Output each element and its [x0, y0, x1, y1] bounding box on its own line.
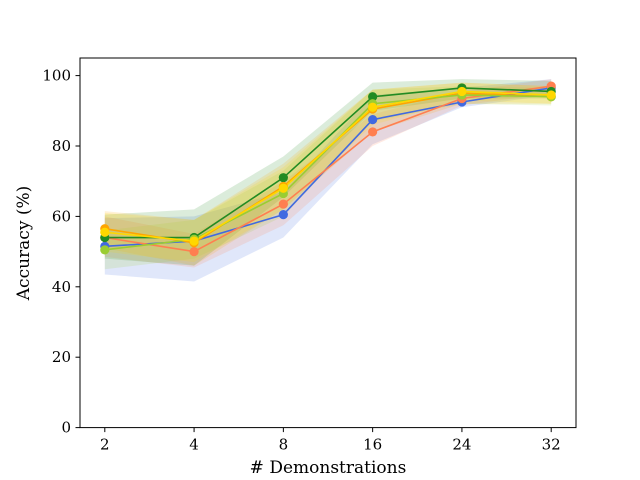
- point-blue-8: [278, 210, 288, 220]
- x-tick-label: 4: [189, 436, 199, 454]
- y-axis-label: Accuracy (%): [14, 186, 34, 301]
- point-yellowgreen-2: [100, 245, 110, 255]
- line-green: [104, 87, 552, 239]
- point-blue-16: [368, 115, 378, 125]
- band-green: [104, 79, 552, 266]
- line-gold: [104, 90, 552, 242]
- band-gold: [104, 82, 552, 263]
- x-axis-label: # Demonstrations: [250, 458, 407, 478]
- point-coral-8: [278, 199, 288, 209]
- line-coral: [104, 85, 552, 253]
- point-green-8: [278, 173, 288, 183]
- y-tick-label: 100: [42, 67, 71, 85]
- y-axis-ticks: 0 20 40 60 80 100: [42, 67, 80, 437]
- point-gold-2: [100, 227, 110, 237]
- x-tick-label: 32: [542, 436, 561, 454]
- series-lines: [104, 85, 552, 253]
- x-tick-label: 8: [279, 436, 289, 454]
- point-coral-4: [189, 247, 199, 257]
- y-tick-label: 20: [52, 348, 71, 366]
- point-gold-8: [278, 183, 288, 193]
- plot-frame: [79, 57, 577, 429]
- point-coral-16: [368, 127, 378, 137]
- point-gold-16: [368, 102, 378, 112]
- band-coral: [104, 79, 552, 268]
- point-gold-4: [189, 236, 199, 246]
- x-tick-label: 16: [363, 436, 382, 454]
- band-blue: [104, 79, 552, 282]
- y-tick-label: 40: [52, 278, 71, 296]
- y-tick-label: 0: [61, 419, 71, 437]
- y-tick-label: 80: [52, 137, 71, 155]
- confidence-bands: [104, 79, 552, 282]
- series-points: [100, 81, 556, 257]
- band-orange: [104, 82, 552, 266]
- y-tick-label: 60: [52, 207, 71, 225]
- x-tick-label: 24: [452, 436, 471, 454]
- point-gold-24: [457, 86, 467, 97]
- x-tick-label: 2: [100, 436, 110, 454]
- point-gold-32: [546, 90, 556, 100]
- x-axis-ticks: 2 4 8 16 24 32: [100, 427, 561, 454]
- point-green-16: [368, 92, 378, 102]
